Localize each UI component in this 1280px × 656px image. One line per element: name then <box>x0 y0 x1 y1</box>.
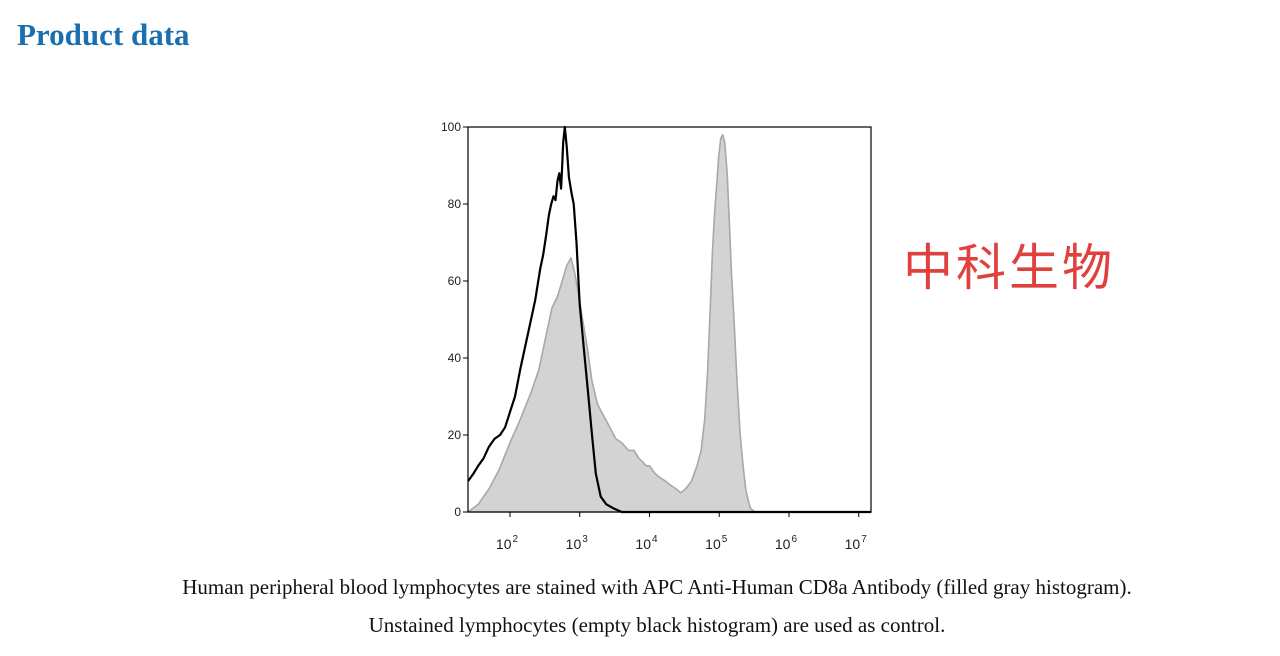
page-heading: Product data <box>17 17 190 52</box>
caption-line-1: Human peripheral blood lymphocytes are s… <box>182 575 1132 599</box>
x-tick-label: 105 <box>705 534 728 552</box>
x-tick-label: 107 <box>845 534 868 552</box>
y-tick-label: 0 <box>454 505 461 519</box>
series-stained-filled-histogram <box>467 133 872 513</box>
x-tick-label: 104 <box>635 534 658 552</box>
y-tick-label: 80 <box>448 197 462 211</box>
y-tick-label: 60 <box>448 274 462 288</box>
x-axis: 102 103 104 105 106 107 <box>496 512 867 552</box>
y-tick-label: 100 <box>441 120 461 134</box>
series-layer <box>467 125 872 514</box>
y-tick-label: 40 <box>448 351 462 365</box>
plot-frame <box>467 126 872 513</box>
histogram-chart: 0 20 40 60 80 100 102 103 104 105 106 107 <box>441 120 872 552</box>
x-tick-label: 103 <box>566 534 589 552</box>
caption-line-2: Unstained lymphocytes (empty black histo… <box>368 613 946 637</box>
x-tick-label: 106 <box>775 534 798 552</box>
series-control-empty-histogram <box>467 125 871 514</box>
watermark-logo-text: 中科生物 <box>903 239 1115 297</box>
x-tick-label: 102 <box>496 534 519 552</box>
figure-caption: Human peripheral blood lymphocytes are s… <box>0 568 1280 644</box>
y-axis: 0 20 40 60 80 100 <box>441 120 468 519</box>
y-tick-label: 20 <box>448 428 462 442</box>
